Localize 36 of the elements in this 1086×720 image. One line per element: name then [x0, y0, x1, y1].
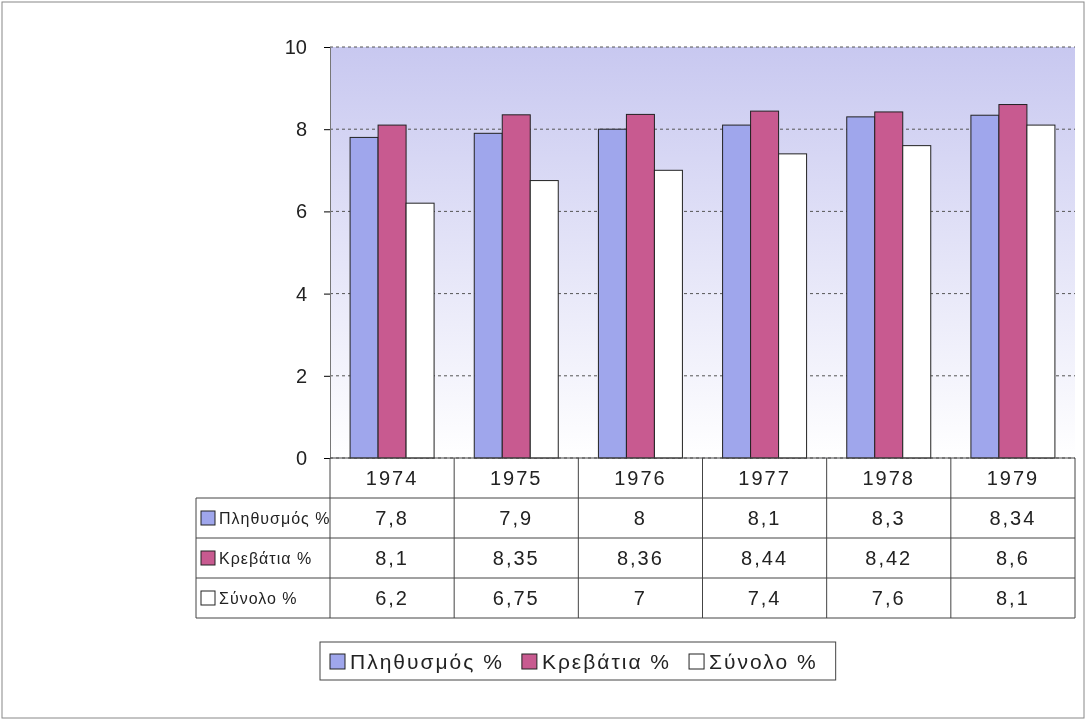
y-tick-label: 2 [295, 364, 307, 387]
data-label: 7,6 [871, 587, 906, 609]
data-label: 8,3 [871, 507, 906, 529]
data-label: 8,44 [741, 547, 789, 569]
data-label: 8,35 [492, 547, 540, 569]
x-tick-label: 1978 [862, 467, 915, 489]
y-tick-label: 8 [295, 118, 307, 141]
legend-label: Κρεβάτια % [219, 550, 313, 567]
x-tick-label: 1976 [614, 467, 667, 489]
y-tick-label: 10 [284, 35, 307, 58]
x-tick-label: 1977 [738, 467, 791, 489]
data-label: 6,2 [375, 587, 409, 609]
text: Κρεβάτια % [541, 650, 672, 673]
data-label: 6,75 [492, 587, 540, 609]
data-label: 7,4 [747, 587, 782, 609]
y-tick-label: 4 [295, 282, 307, 305]
data-label: 7,8 [375, 507, 409, 529]
data-label: 8,6 [996, 547, 1030, 569]
data-label: 7,9 [499, 507, 534, 529]
data-label: 8,42 [865, 547, 913, 569]
data-label: 8,1 [996, 587, 1030, 609]
text: Σύνολο % [709, 650, 818, 673]
data-label: 8,34 [989, 507, 1037, 529]
data-label: 8,36 [616, 547, 664, 569]
text: Πληθυσμός % [350, 650, 504, 673]
data-label: 8,1 [747, 507, 782, 529]
data-label: 8 [633, 507, 647, 529]
legend-label: Πληθυσμός % [219, 510, 331, 527]
x-tick-label: 1975 [490, 467, 543, 489]
x-tick-label: 1974 [365, 467, 419, 489]
legend-label: Σύνολο % [219, 590, 298, 607]
y-tick-label: 0 [295, 446, 307, 469]
y-tick-label: 6 [295, 200, 307, 223]
data-label: 8,1 [375, 547, 409, 569]
x-tick-label: 1979 [986, 467, 1040, 489]
data-label: 7 [633, 587, 647, 609]
